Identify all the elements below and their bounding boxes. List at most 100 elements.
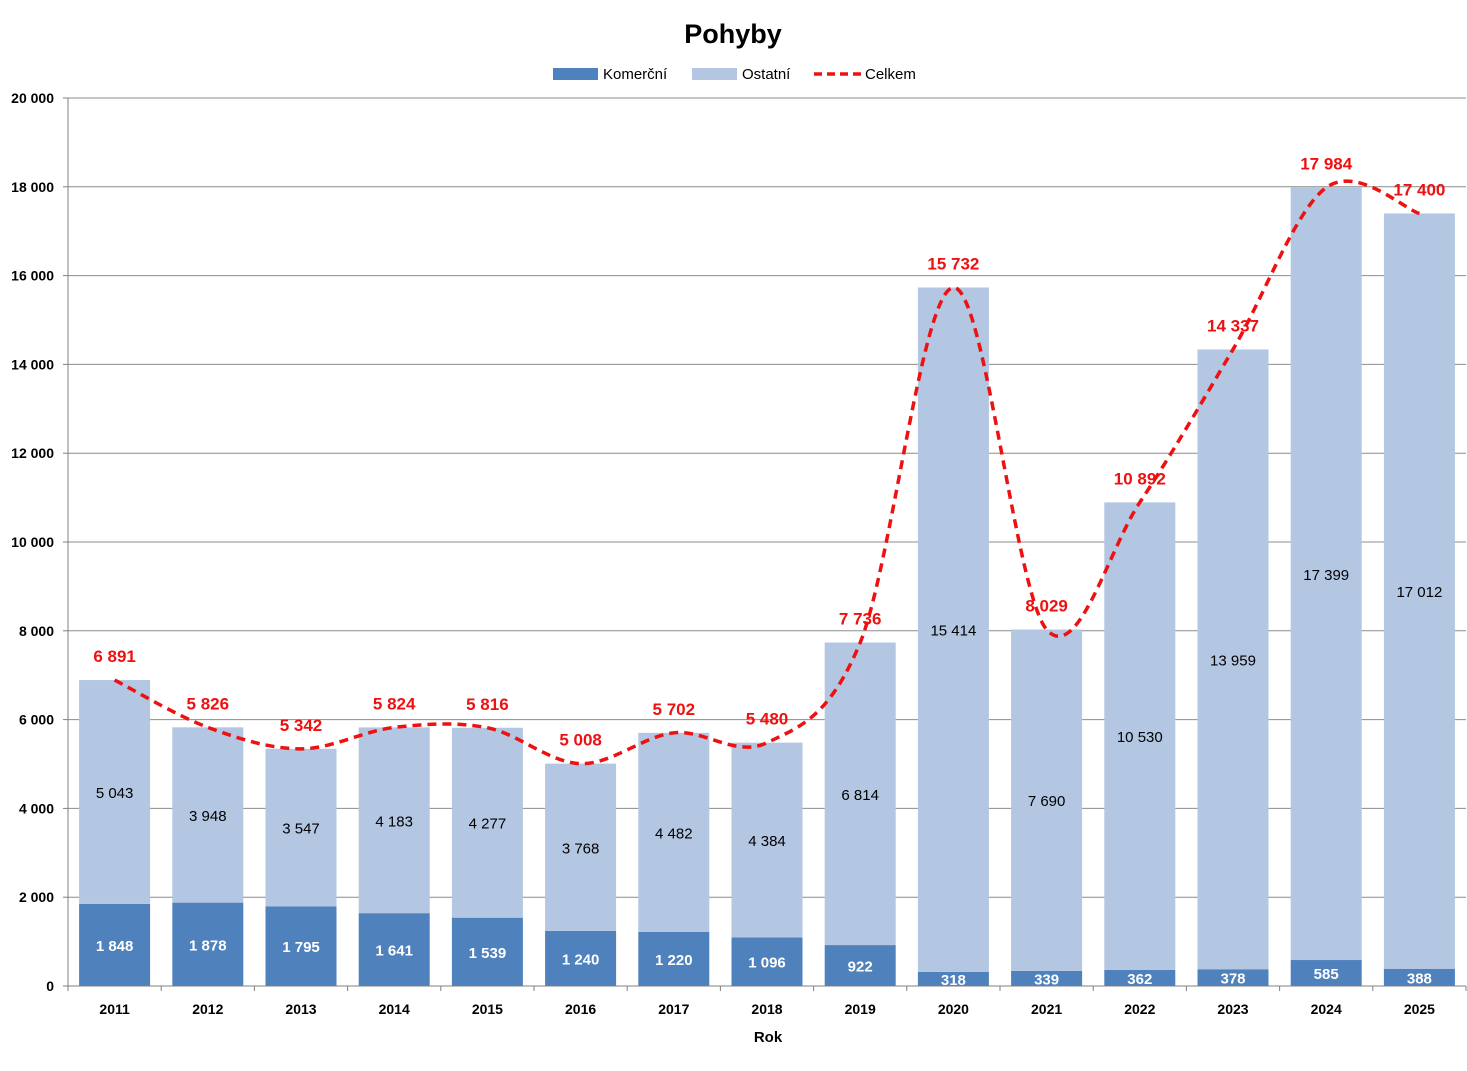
- data-label-ostatni: 17 012: [1396, 584, 1442, 601]
- bar-komercni: [824, 945, 896, 986]
- data-label-ostatni: 4 482: [655, 825, 693, 842]
- data-label-komercni: 1 795: [282, 939, 320, 956]
- data-label-celkem: 17 984: [1300, 155, 1353, 174]
- bar-ostatni: [1197, 349, 1269, 970]
- data-label-ostatni: 5 043: [96, 785, 134, 802]
- legend: Komerční Ostatní Celkem: [553, 66, 916, 83]
- legend-swatch-ostatni: [692, 68, 737, 80]
- data-labels: 1 848 5 043 1 878 3 948 1 795 3 547 1 641 4 183…: [93, 155, 1445, 989]
- data-label-komercni: 1 096: [748, 955, 786, 972]
- bar-ostatni: [638, 732, 710, 932]
- x-tick-label: 2021: [1031, 1001, 1062, 1017]
- data-label-ostatni: 3 948: [189, 808, 227, 825]
- data-label-ostatni: 3 768: [562, 840, 600, 857]
- data-label-celkem: 5 816: [466, 695, 509, 714]
- x-tick-label: 2019: [845, 1001, 876, 1017]
- y-tick-label: 16 000: [11, 268, 54, 284]
- bar-ostatni: [731, 742, 803, 938]
- data-label-komercni: 1 220: [655, 952, 693, 969]
- line-celkem: [113, 179, 1421, 766]
- y-tick-label: 12 000: [11, 445, 54, 461]
- y-tick-label: 20 000: [11, 90, 54, 106]
- data-label-celkem: 5 702: [653, 700, 696, 719]
- bar-ostatni: [265, 748, 337, 907]
- y-tick-label: 0: [46, 978, 54, 994]
- bar-ostatni: [545, 763, 617, 931]
- bar-komercni: [545, 930, 617, 986]
- x-axis-title: Rok: [754, 1029, 783, 1046]
- data-label-ostatni: 10 530: [1117, 729, 1163, 746]
- bar-komercni: [731, 937, 803, 986]
- data-label-celkem: 5 824: [373, 694, 416, 713]
- data-label-komercni: 1 240: [562, 951, 600, 968]
- bar-komercni: [1290, 960, 1362, 986]
- bar-ostatni: [451, 727, 523, 918]
- y-tick-label: 14 000: [11, 356, 54, 372]
- data-label-celkem: 8 029: [1025, 597, 1068, 616]
- bar-ostatni: [1011, 629, 1083, 971]
- data-label-komercni: 922: [848, 959, 873, 976]
- bar-komercni: [358, 913, 430, 986]
- data-label-ostatni: 3 547: [282, 821, 320, 838]
- bar-ostatni: [1104, 502, 1176, 970]
- data-label-celkem: 5 342: [280, 716, 323, 735]
- x-tick-label: 2012: [192, 1001, 223, 1017]
- y-axis: 0 2 000 4 000 6 000 8 000 10 000 12 000 14 000 1…: [11, 90, 69, 994]
- bar-ostatni: [824, 642, 896, 946]
- y-tick-label: 2 000: [19, 889, 54, 905]
- data-label-komercni: 362: [1127, 971, 1152, 988]
- legend-label-komercni: Komerční: [603, 66, 668, 83]
- y-tick-label: 4 000: [19, 800, 54, 816]
- bar-komercni: [1104, 969, 1176, 986]
- data-label-komercni: 318: [941, 972, 966, 989]
- y-tick-label: 8 000: [19, 623, 54, 639]
- data-label-ostatni: 7 690: [1028, 793, 1066, 810]
- data-label-celkem: 6 891: [93, 647, 136, 666]
- x-tick-label: 2014: [379, 1001, 410, 1017]
- data-label-ostatni: 17 399: [1303, 567, 1349, 584]
- x-tick-label: 2024: [1311, 1001, 1342, 1017]
- x-tick-label: 2016: [565, 1001, 596, 1017]
- bar-ostatni: [79, 680, 151, 904]
- bar-ostatni: [1290, 187, 1362, 961]
- total-line: [113, 179, 1421, 766]
- data-label-celkem: 15 732: [927, 254, 979, 273]
- data-label-ostatni: 6 814: [841, 787, 879, 804]
- bar-ostatni: [358, 727, 430, 914]
- bar-komercni: [172, 902, 244, 986]
- bar-ostatni: [172, 727, 244, 903]
- data-label-komercni: 585: [1314, 966, 1339, 983]
- y-tick-label: 18 000: [11, 179, 54, 195]
- x-axis: 2011 2012 2013 2014 2015 2016 2017 2018 2019 2020…: [67, 985, 1467, 1017]
- x-tick-label: 2013: [285, 1001, 316, 1017]
- legend-swatch-komercni: [553, 68, 598, 80]
- bar-komercni: [265, 906, 337, 986]
- bar-ostatni: [917, 287, 989, 972]
- bars: [79, 187, 1455, 986]
- y-tick-label: 10 000: [11, 534, 54, 550]
- chart-title: Pohyby: [684, 19, 782, 49]
- data-label-komercni: 1 641: [375, 943, 413, 960]
- x-tick-label: 2017: [658, 1001, 689, 1017]
- data-label-komercni: 388: [1407, 970, 1432, 987]
- x-tick-label: 2020: [938, 1001, 969, 1017]
- data-label-celkem: 10 892: [1114, 469, 1166, 488]
- data-label-ostatni: 4 277: [469, 816, 507, 833]
- x-tick-label: 2018: [751, 1001, 782, 1017]
- data-label-ostatni: 15 414: [930, 623, 976, 640]
- data-label-celkem: 5 826: [187, 694, 230, 713]
- data-label-komercni: 1 539: [469, 945, 507, 962]
- x-tick-label: 2022: [1124, 1001, 1155, 1017]
- data-label-celkem: 5 480: [746, 710, 789, 729]
- data-label-ostatni: 4 384: [748, 833, 786, 850]
- y-tick-label: 6 000: [19, 712, 54, 728]
- x-tick-label: 2023: [1217, 1001, 1248, 1017]
- data-label-celkem: 5 008: [559, 731, 602, 750]
- data-label-komercni: 339: [1034, 971, 1059, 988]
- data-label-celkem: 17 400: [1393, 180, 1445, 199]
- data-label-celkem: 7 736: [839, 610, 882, 629]
- bar-komercni: [638, 931, 710, 986]
- data-label-ostatni: 13 959: [1210, 652, 1256, 669]
- bar-komercni: [1011, 970, 1083, 986]
